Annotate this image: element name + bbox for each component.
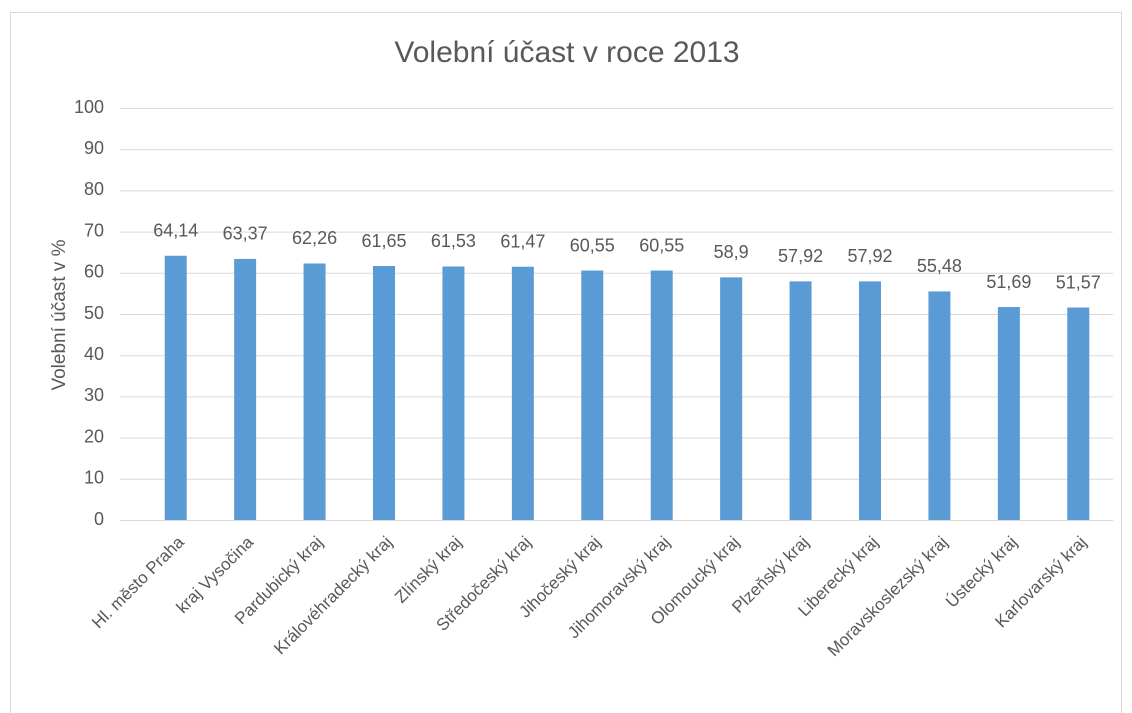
x-tick-label: Moravskoslezský kraj [824,533,952,661]
value-label: 58,9 [714,242,749,262]
y-tick-label: 30 [84,385,104,405]
y-tick-label: 100 [74,97,104,117]
y-tick-label: 0 [94,509,104,529]
value-label: 57,92 [847,246,892,266]
bar [581,270,604,520]
value-label: 57,92 [778,246,823,266]
y-tick-label: 40 [84,344,104,364]
y-tick-label: 60 [84,262,104,282]
value-label: 64,14 [153,220,198,240]
x-tick-label: Zlínský kraj [391,533,465,607]
bar [442,266,465,520]
value-label: 60,55 [570,235,615,255]
value-label: 51,57 [1056,272,1101,292]
value-label: 61,53 [431,231,476,251]
chart-border [10,12,1122,713]
y-axis-label: Volební účast v % [49,239,70,390]
bar [234,258,257,520]
value-label: 60,55 [639,235,684,255]
y-tick-label: 50 [84,303,104,323]
bar [164,255,187,520]
x-tick-label: Královéhradecký kraj [270,533,396,659]
y-tick-label: 90 [84,138,104,158]
value-label: 63,37 [223,224,268,244]
y-tick-label: 10 [84,468,104,488]
value-label: 61,47 [500,231,545,251]
bar [511,266,534,520]
bar [720,277,743,520]
y-tick-label: 80 [84,179,104,199]
bar [650,270,673,520]
value-label: 55,48 [917,256,962,276]
bar [997,307,1020,520]
bar [373,266,395,520]
bar [789,281,812,520]
y-tick-label: 70 [84,220,104,240]
bar [928,291,951,520]
y-tick-label: 20 [84,426,104,446]
bar [303,263,326,520]
value-label: 62,26 [292,228,337,248]
value-label: 61,65 [361,231,406,251]
chart-title: Volební účast v roce 2013 [394,36,739,69]
value-label: 51,69 [986,272,1031,292]
bar [1067,307,1090,520]
x-tick-label: Hl. město Praha [88,532,188,632]
bar [859,281,881,520]
